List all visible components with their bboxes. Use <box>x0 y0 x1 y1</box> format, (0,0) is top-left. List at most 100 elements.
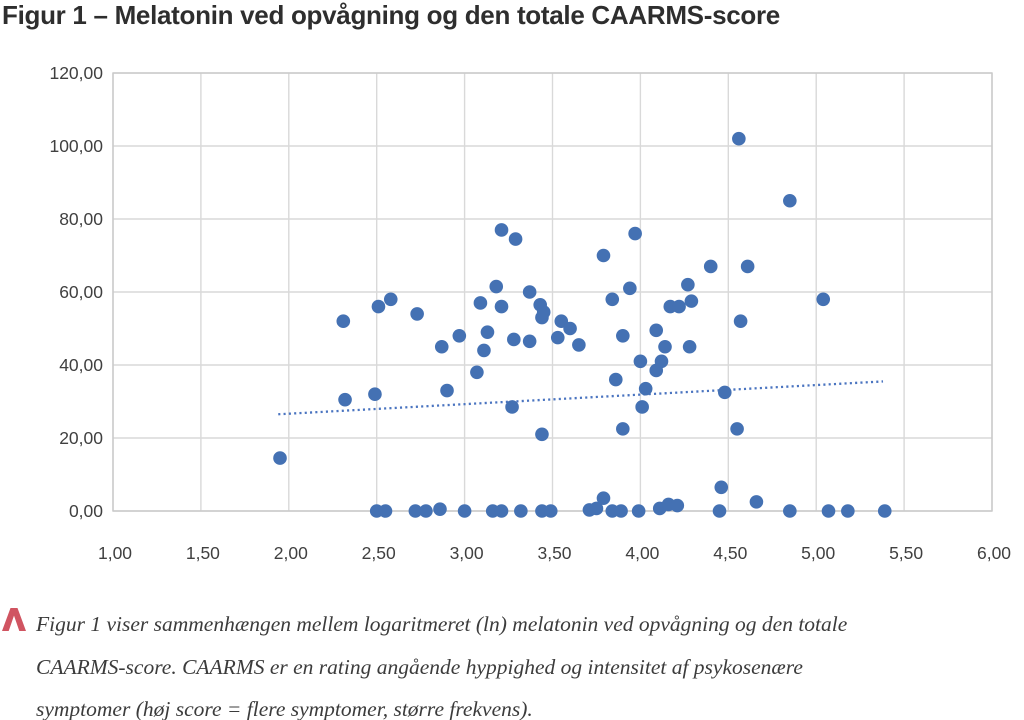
data-point <box>635 400 649 414</box>
x-tick-label: 2,00 <box>274 543 308 563</box>
data-point <box>616 329 630 343</box>
data-point <box>550 330 565 345</box>
trend-line <box>278 380 884 416</box>
caption-line: Figur 1 viser sammenhængen mellem logari… <box>36 612 848 636</box>
data-point <box>480 325 495 339</box>
data-point <box>494 504 509 518</box>
data-point <box>371 299 386 314</box>
data-point <box>596 248 611 263</box>
data-point <box>628 226 642 241</box>
figure-title: Figur 1 – Melatonin ved opvågning og den… <box>2 0 780 30</box>
x-tick-label: 1,50 <box>186 543 220 563</box>
data-point <box>563 321 577 336</box>
data-point <box>631 504 646 518</box>
data-point <box>378 504 393 518</box>
x-tick-label: 4,50 <box>713 543 747 563</box>
data-point <box>494 223 509 237</box>
data-point <box>383 292 398 307</box>
data-point <box>507 332 521 347</box>
y-tick-label: 60,00 <box>59 282 103 302</box>
data-point <box>608 372 623 387</box>
data-point <box>338 392 352 407</box>
data-point <box>470 365 484 380</box>
data-point <box>841 504 855 518</box>
data-point <box>368 387 382 402</box>
data-point <box>452 329 467 343</box>
y-tick-label: 100,00 <box>49 136 103 156</box>
data-point <box>605 292 620 307</box>
data-point <box>614 504 628 518</box>
y-tick-label: 120,00 <box>49 63 103 83</box>
data-point <box>670 498 685 513</box>
data-point <box>749 495 764 509</box>
data-point <box>535 427 549 442</box>
y-tick-label: 80,00 <box>59 209 103 229</box>
x-tick-label: 3,50 <box>537 543 571 563</box>
data-point <box>494 299 509 314</box>
caption-line: CAARMS-score. CAARMS er en rating angåen… <box>36 654 803 679</box>
data-point <box>682 339 697 354</box>
data-point <box>654 354 669 369</box>
data-point <box>440 383 454 398</box>
data-point <box>623 281 637 296</box>
x-tick-label: 6,00 <box>977 543 1011 563</box>
data-point <box>433 502 447 516</box>
y-tick-label: 0,00 <box>69 501 103 521</box>
data-point <box>672 299 686 314</box>
data-point <box>730 422 744 436</box>
data-point <box>489 279 504 294</box>
caption-text: Figur 1 viser sammenhængen mellem logari… <box>36 603 981 720</box>
data-point <box>712 504 727 518</box>
data-point <box>684 294 699 308</box>
data-point <box>596 491 611 506</box>
data-point <box>477 343 491 358</box>
figure-caption: Figur 1 viser sammenhængen mellem logari… <box>2 603 981 720</box>
data-point <box>638 381 653 396</box>
data-point <box>658 339 672 354</box>
data-point <box>572 338 586 352</box>
scatter-plot: 0,00 20,00 40,00 60,00 80,00 100,00 120,00 1,00… <box>49 63 1011 563</box>
data-point <box>717 385 732 400</box>
data-point <box>336 314 351 328</box>
data-point <box>522 285 537 299</box>
data-point <box>616 422 630 436</box>
data-point <box>740 259 755 274</box>
caption-line: symptomer (høj score = flere symptomer, … <box>36 697 533 720</box>
data-point <box>419 504 433 518</box>
data-point <box>783 504 797 518</box>
x-tick-label: 3,00 <box>450 543 484 563</box>
data-point <box>649 323 664 338</box>
x-tick-label: 2,50 <box>362 543 396 563</box>
data-point <box>543 504 558 518</box>
data-point <box>273 451 287 465</box>
data-point <box>505 400 519 414</box>
data-point <box>821 504 836 518</box>
data-point <box>410 307 424 321</box>
data-point <box>732 131 746 146</box>
x-tick-label: 1,00 <box>98 543 132 563</box>
y-tick-label: 20,00 <box>59 428 103 448</box>
data-point <box>877 504 892 518</box>
data-point <box>536 305 551 319</box>
x-tick-label: 5,50 <box>889 543 923 563</box>
data-point <box>733 314 748 328</box>
data-point <box>816 292 831 307</box>
data-point <box>473 296 488 310</box>
data-point <box>522 334 537 349</box>
data-point <box>703 259 718 274</box>
x-tick-label: 4,00 <box>625 543 659 563</box>
caret-up-icon <box>2 608 26 631</box>
data-point <box>633 354 648 369</box>
data-point <box>408 504 423 518</box>
data-point <box>783 193 797 208</box>
data-point <box>508 232 523 246</box>
data-point <box>714 480 729 495</box>
data-point <box>457 504 472 518</box>
x-tick-label: 5,00 <box>801 543 835 563</box>
data-point <box>434 339 449 354</box>
data-point <box>514 504 528 518</box>
data-point <box>681 277 695 292</box>
data-point <box>589 501 604 516</box>
y-tick-label: 40,00 <box>59 355 103 375</box>
